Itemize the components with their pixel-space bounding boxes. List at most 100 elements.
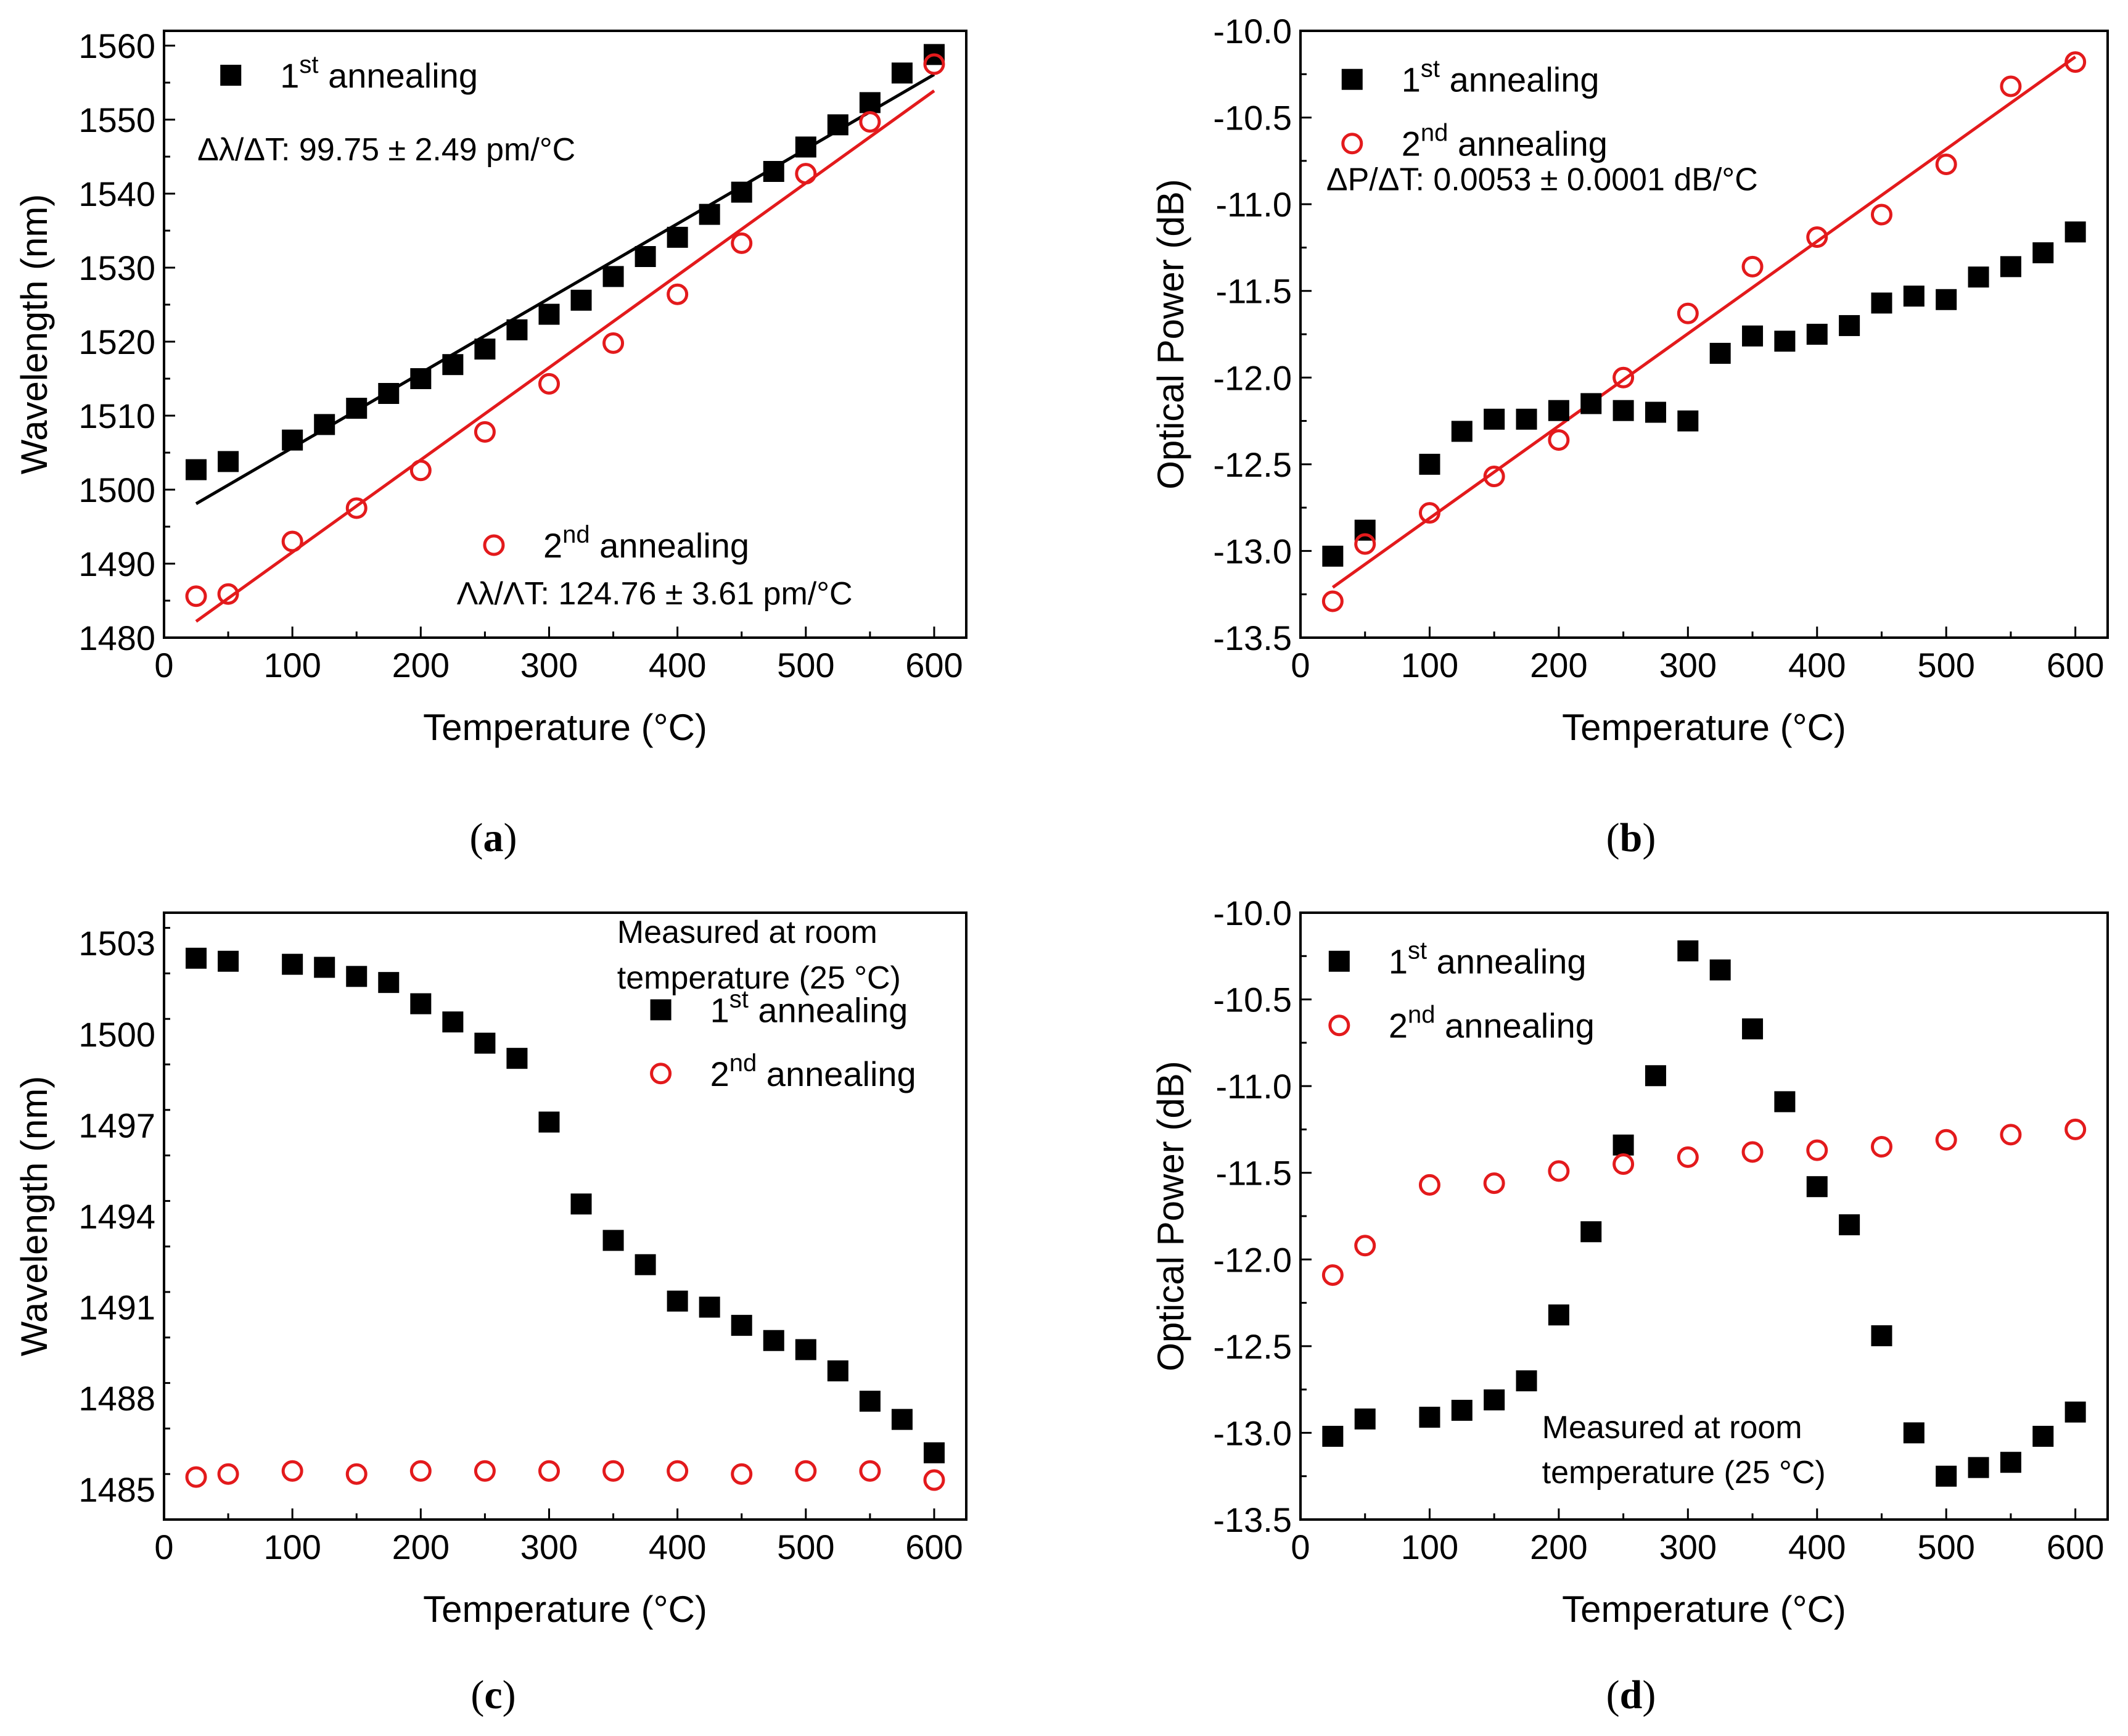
data-point [474, 421, 496, 443]
panel-label-close: ) [1642, 815, 1656, 860]
data-point [795, 1460, 817, 1482]
data-point [602, 1460, 625, 1482]
legend-marker [220, 65, 242, 86]
panel-label: (c) [470, 1672, 516, 1717]
data-point [1483, 466, 1505, 488]
data-point [410, 368, 432, 389]
y-tick-label: 1494 [78, 1197, 155, 1236]
data-point [1612, 1134, 1634, 1156]
data-point [186, 947, 207, 969]
data-point [281, 530, 303, 553]
data-point [1870, 1136, 1892, 1158]
y-tick-label: -11.5 [1216, 272, 1292, 311]
legend-label-post: annealing [319, 56, 478, 95]
y-tick-label: -13.0 [1213, 1413, 1292, 1452]
data-point [827, 114, 848, 136]
data-point [2000, 1452, 2021, 1473]
data-point [1548, 429, 1570, 451]
y-tick-label: 1491 [78, 1288, 155, 1327]
data-point [923, 1442, 945, 1463]
data-point [345, 1463, 368, 1485]
data-point [538, 1111, 560, 1133]
plot-frame [163, 911, 967, 1521]
data-point [346, 966, 368, 987]
legend-entry: 2nd annealing [1328, 1002, 1595, 1045]
plot-frame [163, 30, 967, 639]
annotation: Measured at room [1542, 1410, 1802, 1446]
legend-marker [1341, 68, 1363, 90]
y-tick-label: 1497 [78, 1106, 155, 1145]
legend-label-sup: nd [1421, 120, 1448, 147]
data-point [1354, 533, 1376, 555]
data-point [2064, 221, 2086, 243]
legend-label: 1st annealing [1402, 56, 1600, 99]
data-point [442, 354, 464, 376]
data-point [1968, 1457, 1989, 1478]
panel-label-close: ) [1642, 1672, 1656, 1717]
y-tick-label: -11.5 [1216, 1154, 1292, 1193]
data-point [1968, 266, 1989, 288]
legend-label: 2nd annealing [710, 1050, 916, 1093]
y-tick-label: 1550 [78, 101, 155, 139]
annotation: temperature (25 °C) [1542, 1455, 1826, 1491]
data-point [1677, 410, 1699, 432]
x-axis-title: Temperature (°C) [423, 1589, 707, 1630]
legend-label: 1st annealing [710, 985, 908, 1029]
data-point [538, 1460, 560, 1482]
data-point [667, 226, 688, 248]
data-point [795, 163, 817, 185]
data-point [859, 111, 881, 133]
annotation: ΔP/ΔT: 0.0053 ± 0.0001 dB/°C [1326, 162, 1758, 198]
data-point [667, 1290, 688, 1312]
data-point [1806, 226, 1828, 249]
data-point [763, 1330, 784, 1351]
data-point [2064, 1118, 2087, 1140]
legend-entry: 2nd annealing [483, 521, 749, 565]
data-point [699, 1296, 720, 1318]
legend-entry: 2nd annealing [1341, 120, 1608, 163]
y-tick-label: 1510 [78, 397, 155, 435]
x-tick-label: 300 [520, 1528, 578, 1566]
annotation: Λλ/ΛT: 124.76 ± 3.61 pm/°C [457, 576, 853, 612]
data-point [667, 283, 689, 305]
data-point [731, 181, 752, 203]
y-tick-label: -13.0 [1213, 532, 1292, 570]
y-tick-label: 1540 [78, 175, 155, 213]
x-tick-label: 500 [1917, 646, 1974, 685]
y-axis-title: Optical Power (dB) [1150, 1061, 1191, 1372]
data-point [635, 246, 656, 267]
data-point [217, 583, 239, 605]
data-point [1354, 1408, 1376, 1430]
data-point [1580, 393, 1602, 414]
legend-label-pre: 1 [710, 990, 729, 1029]
annotation: Δλ/ΔT: 99.75 ± 2.49 pm/°C [197, 132, 575, 168]
data-point [1774, 1091, 1796, 1113]
x-tick-label: 300 [1659, 1528, 1717, 1566]
data-point [185, 585, 207, 607]
data-point [1645, 401, 1666, 423]
panel-d: 0 100 200 300 400 500 600 -13.5 -13.0 -12.5 -12.0 -… [1150, 894, 2109, 1717]
legend-label-pre: 2 [1389, 1006, 1408, 1045]
x-axis-title: Temperature (°C) [1562, 707, 1846, 748]
x-tick-label: 500 [1917, 1528, 1974, 1566]
y-tick-label: 1560 [78, 27, 155, 65]
legend-label-pre: 1 [1402, 60, 1421, 99]
data-point [570, 1193, 592, 1215]
legend-entry: 1st annealing [1341, 56, 1600, 99]
data-point [1806, 1176, 1828, 1198]
series-2 [185, 1460, 945, 1491]
x-tick-label: 200 [392, 646, 450, 685]
data-point [474, 1032, 496, 1054]
data-point [1709, 959, 1731, 981]
legend-label: 1st annealing [1389, 937, 1587, 981]
data-point [1677, 940, 1699, 961]
y-tick-label: -10.0 [1213, 894, 1292, 932]
y-tick-label: -12.5 [1213, 1327, 1292, 1366]
legend-label-pre: 2 [1402, 125, 1421, 163]
data-point [1483, 1172, 1505, 1195]
data-point [378, 383, 400, 404]
data-point [667, 1460, 689, 1482]
y-tick-label: 1490 [78, 545, 155, 583]
y-tick-label: -11.0 [1216, 1067, 1292, 1106]
